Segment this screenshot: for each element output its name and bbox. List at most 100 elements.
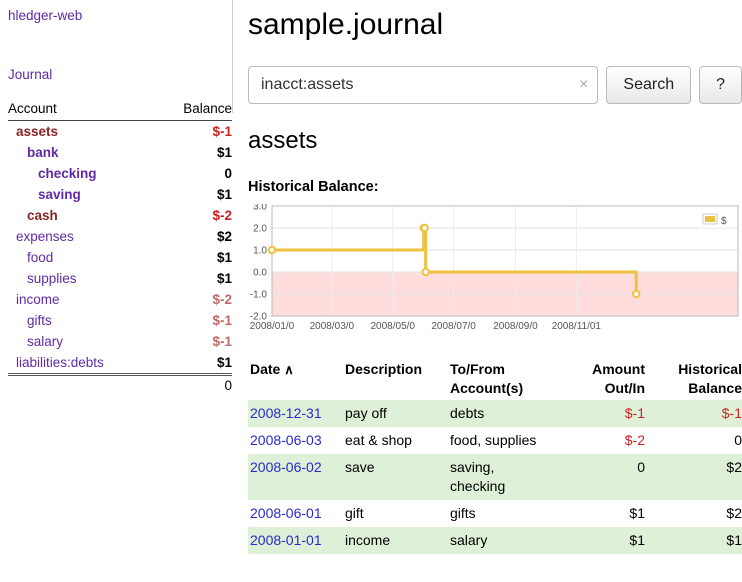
account-name-cell: assets [8,121,156,143]
account-link[interactable]: income [16,292,60,307]
help-button[interactable]: ? [699,66,742,104]
account-balance: $1 [216,145,232,160]
account-link[interactable]: food [27,250,54,265]
chart-border [271,205,739,317]
sidebar: hledger-web Journal Account Balance asse… [0,0,240,396]
account-link[interactable]: gifts [27,313,52,328]
account-link[interactable]: salary [27,334,64,349]
chart-point [421,267,430,277]
account-name-cell: cash [8,205,156,226]
account-row: liabilities:debts $1 [8,352,232,375]
transaction-accounts: gifts [450,505,476,521]
account-link[interactable]: bank [27,145,59,160]
account-balance: $-2 [212,208,232,223]
register-row[interactable]: 2008-06-03 eat & shop food, supplies $-2 0 [248,427,742,454]
x-axis-tick-label: 2008/01/0 [250,321,295,332]
x-axis-tick-label: 2008/09/0 [493,321,538,332]
account-row: bank $1 [8,142,232,163]
transaction-amount: $-1 [624,405,645,421]
x-axis-tick-label: 2008/07/0 [431,321,476,332]
account-row: expenses $2 [8,226,232,247]
chart-point [632,289,641,299]
y-axis-tick-label: 3.0 [253,204,267,213]
account-row: checking 0 [8,163,232,184]
y-axis-tick-label: 2.0 [253,224,267,235]
account-balance: $2 [216,229,232,244]
transaction-amount: $-2 [624,432,645,448]
transaction-date-link[interactable]: 2008-06-03 [250,432,322,448]
account-link[interactable]: liabilities:debts [16,355,104,370]
account-link[interactable]: supplies [27,271,77,286]
legend-label: $ [721,216,727,227]
y-axis-tick-label: -2.0 [250,312,268,323]
account-row: assets $-1 [8,121,232,143]
y-axis-tick-label: -1.0 [250,290,268,301]
search-button[interactable]: Search [606,66,692,104]
account-row: cash $-2 [8,205,232,226]
transaction-amount: $1 [629,505,645,521]
description-header: Description [345,361,423,377]
register-row[interactable]: 2008-06-01 gift gifts $1 $2 [248,500,742,527]
x-axis-tick-label: 2008/05/0 [370,321,415,332]
search-form: × Search ? [248,66,742,104]
accounts-total-value: 0 [156,373,232,396]
register-row[interactable]: 2008-12-31 pay off debts $-1 $-1 [248,400,742,427]
transaction-accounts: food, supplies [450,432,537,448]
account-row: salary $-1 [8,331,232,352]
account-row: income $-2 [8,289,232,310]
account-balance: $1 [216,271,232,286]
account-balance: $-1 [212,313,232,328]
account-name-cell: saving [8,184,156,205]
account-balance: 0 [224,166,232,181]
chart-point [267,245,277,255]
register-row[interactable]: 2008-06-02 save saving, checking 0 $2 [248,454,742,500]
account-balance: $-2 [212,292,232,307]
transaction-balance: 0 [734,432,742,448]
transaction-amount: 0 [637,459,645,475]
balance-column-header: Historical Balance [678,361,742,396]
transaction-date-link[interactable]: 2008-01-01 [250,532,322,548]
transaction-balance: $2 [726,505,742,521]
account-name-cell: liabilities:debts [8,352,156,375]
transaction-date-cell: 2008-12-31 [248,400,345,427]
account-balance: $-1 [212,124,232,139]
account-link[interactable]: checking [38,166,97,181]
account-balance: $-1 [212,334,232,349]
transaction-description: eat & shop [345,432,412,448]
account-link[interactable]: assets [16,124,59,139]
transaction-date-link[interactable]: 2008-06-01 [250,505,322,521]
transaction-date-link[interactable]: 2008-12-31 [250,405,322,421]
account-link[interactable]: cash [27,208,58,223]
account-row: gifts $-1 [8,310,232,331]
sort-by-date-header[interactable]: Date ∧ [248,358,345,400]
account-name-cell: gifts [8,310,156,331]
account-link[interactable]: saving [38,187,81,202]
transaction-date-cell: 2008-01-01 [248,527,345,554]
x-axis-tick-label: 2008/03/0 [310,321,355,332]
date-header-label: Date [250,361,281,377]
main-content: sample.journal × Search ? assets Histori… [248,0,742,554]
account-row: saving $1 [8,184,232,205]
clear-search-icon[interactable]: × [579,76,589,93]
transaction-date-link[interactable]: 2008-06-02 [250,459,322,475]
page-title: sample.journal [248,8,444,41]
account-name-cell: salary [8,331,156,352]
accounts-header-balance: Balance [183,101,232,116]
search-box: × [248,66,599,104]
app-title-link[interactable]: hledger-web [8,8,83,23]
account-balance: $1 [216,250,232,265]
account-link[interactable]: expenses [16,229,74,244]
transaction-balance: $-1 [721,405,742,421]
transaction-balance: $1 [726,532,742,548]
accounts-column-header: To/From Account(s) [450,361,524,396]
accounts-total-row: 0 [8,373,232,396]
transaction-balance: $2 [726,459,742,475]
register-table: Date ∧ Description To/From Account(s) Am… [248,358,742,554]
sidebar-item-journal[interactable]: Journal [8,67,53,82]
accounts-header-account: Account [8,101,57,116]
transaction-accounts: salary [450,532,488,548]
search-input[interactable] [248,66,599,104]
amount-column-header: Amount Out/In [592,361,645,396]
account-balance: $1 [216,355,232,370]
register-row[interactable]: 2008-01-01 income salary $1 $1 [248,527,742,554]
